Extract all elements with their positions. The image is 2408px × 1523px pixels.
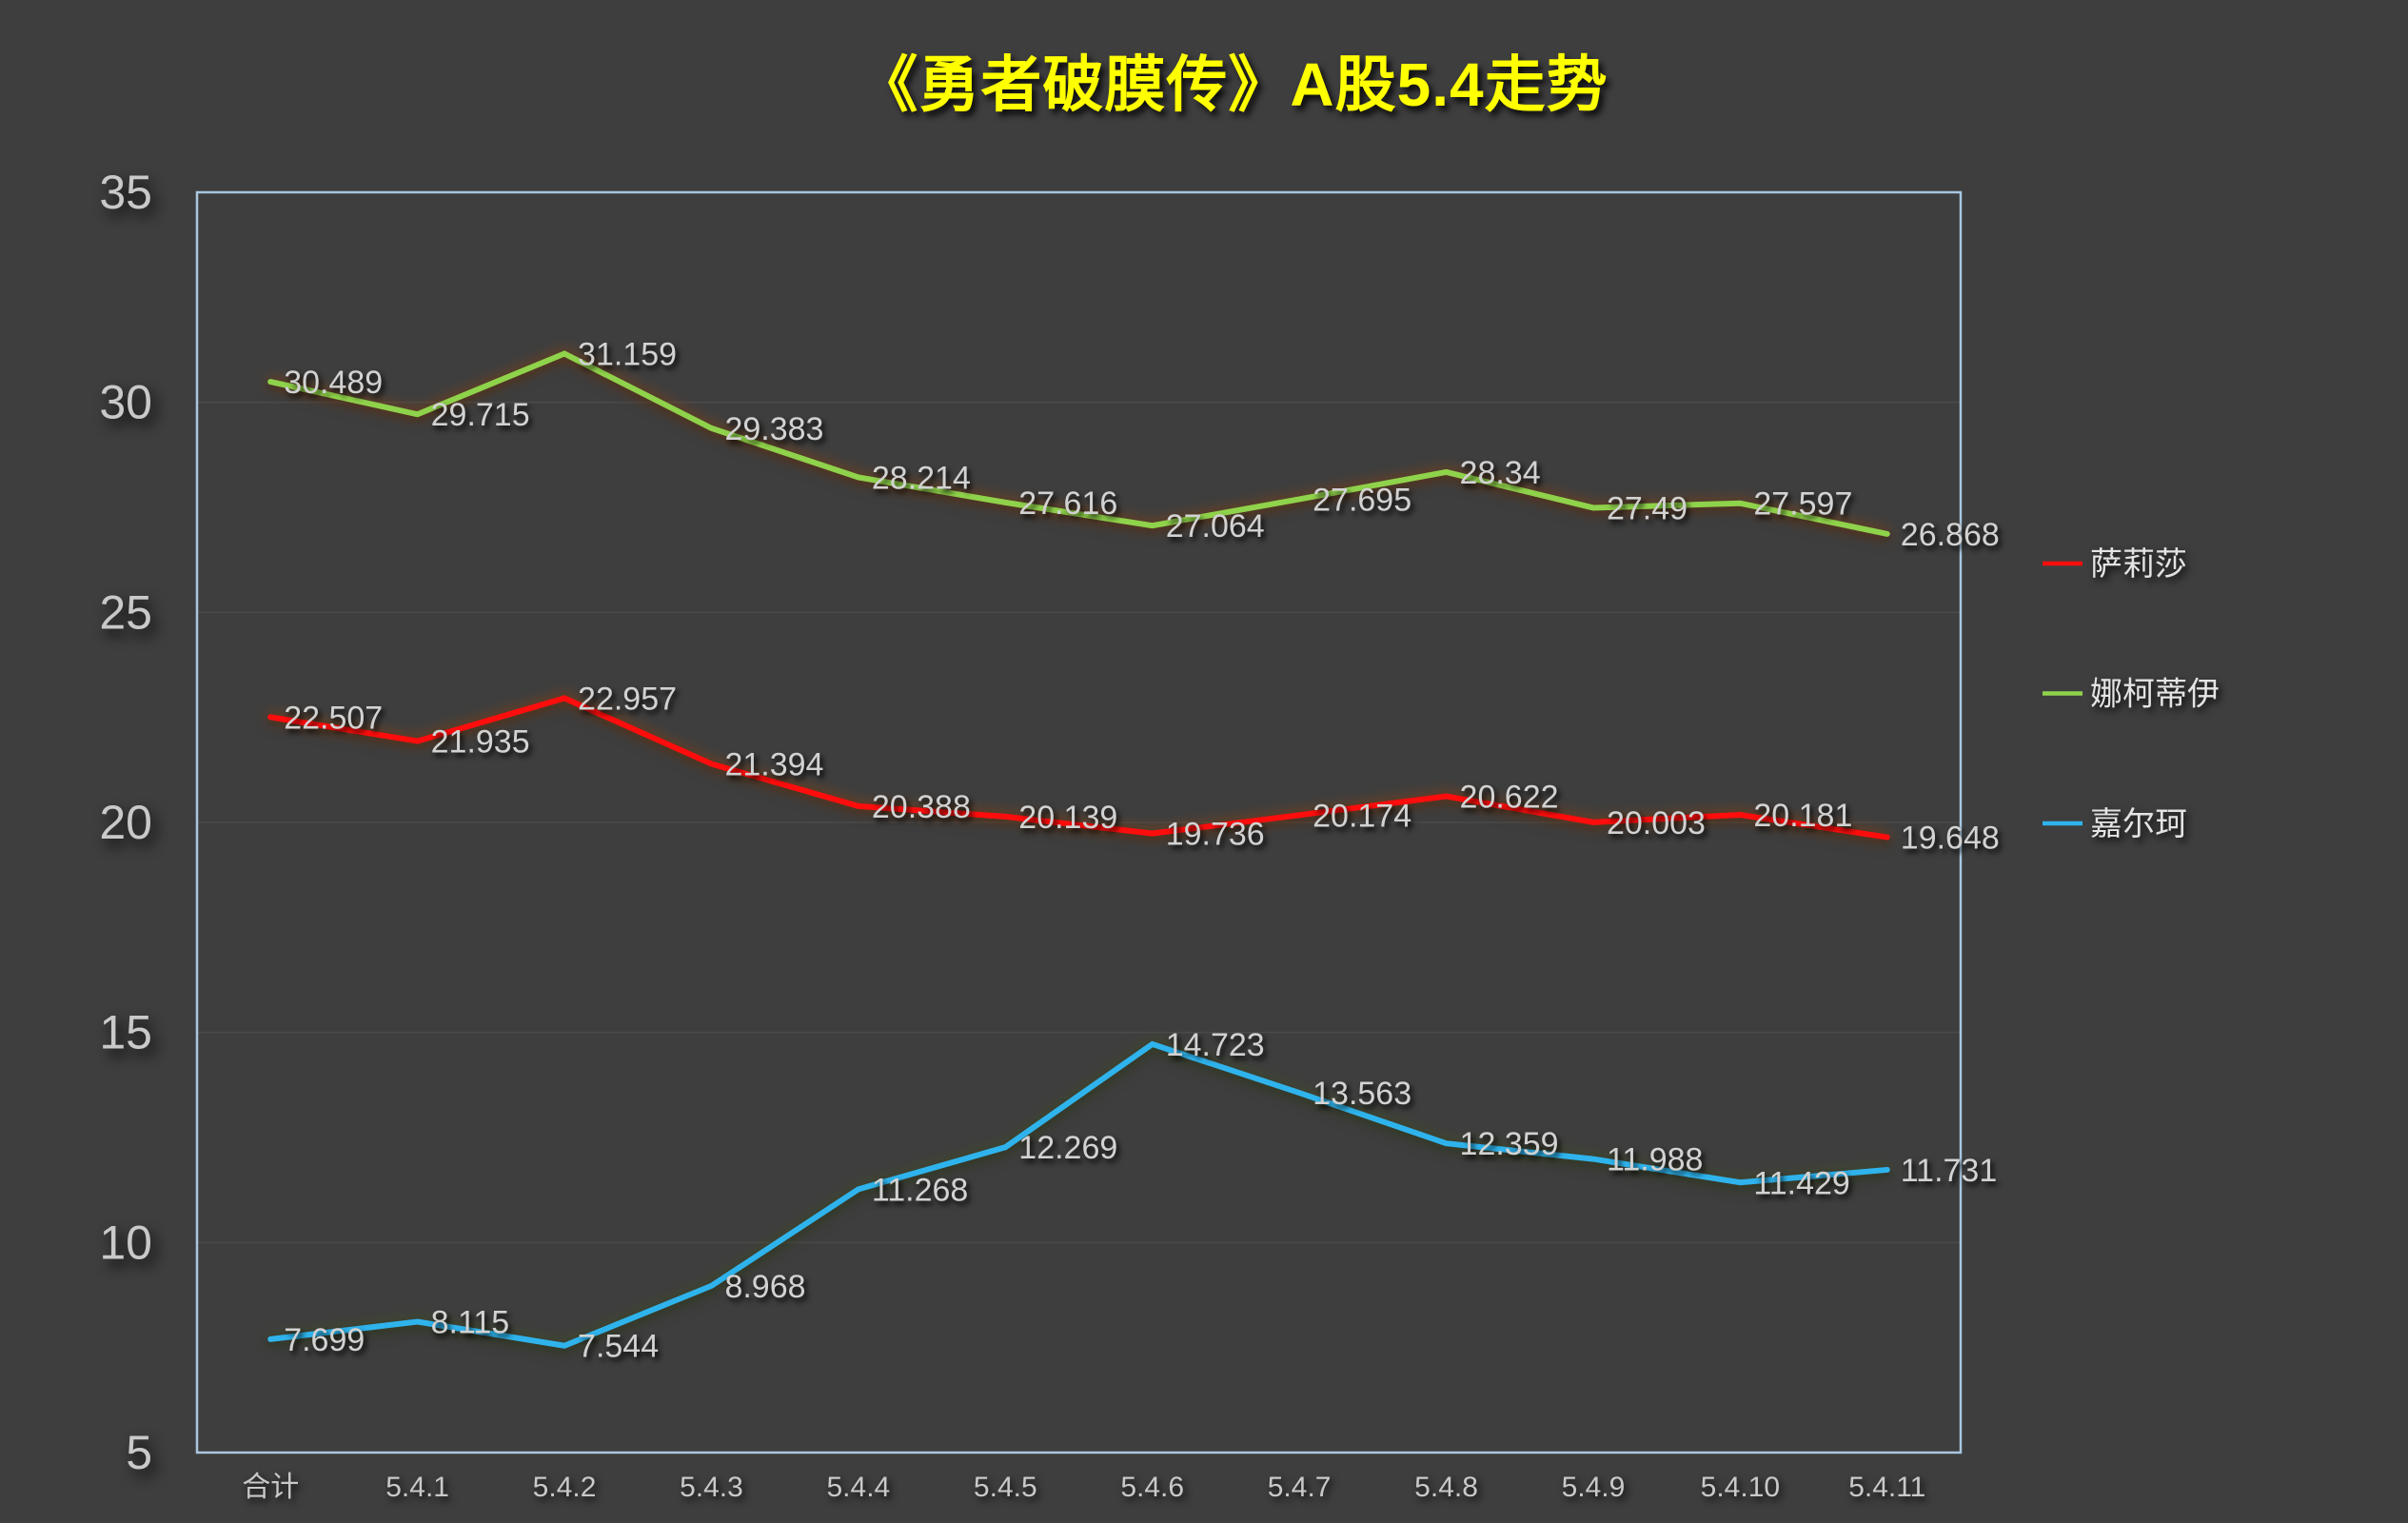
data-label: 20.622 <box>1460 780 1559 816</box>
y-axis-tick-label: 25 <box>99 585 152 639</box>
data-label: 11.731 <box>1901 1153 1997 1189</box>
data-label: 27.695 <box>1313 482 1411 518</box>
x-axis-tick-label: 5.4.5 <box>974 1472 1037 1503</box>
x-axis-tick-label: 5.4.4 <box>827 1472 891 1503</box>
data-label: 11.429 <box>1753 1165 1849 1201</box>
data-label: 27.064 <box>1166 508 1265 544</box>
data-label: 13.563 <box>1313 1076 1411 1112</box>
data-label: 12.359 <box>1460 1126 1559 1162</box>
data-label: 21.394 <box>724 746 823 782</box>
data-label: 28.34 <box>1460 455 1541 491</box>
data-label: 11.268 <box>872 1172 968 1208</box>
x-axis-tick-label: 5.4.3 <box>680 1472 743 1503</box>
page-title: 《勇者破膜传》A股5.4走势 <box>857 50 1609 119</box>
data-label: 27.597 <box>1753 486 1852 523</box>
series-line-0 <box>267 695 1890 841</box>
x-axis-tick-label: 5.4.2 <box>533 1472 597 1503</box>
y-axis-tick-label: 10 <box>99 1216 152 1269</box>
data-label: 27.49 <box>1607 490 1688 526</box>
x-axis-tick-label: 5.4.1 <box>385 1472 449 1503</box>
data-label: 14.723 <box>1166 1027 1265 1063</box>
series-line-1 <box>267 350 1890 537</box>
legend-item-label: 萨莉莎 <box>2090 546 2187 583</box>
x-axis-tick-label: 5.4.6 <box>1120 1472 1184 1503</box>
data-label: 19.648 <box>1901 821 2000 857</box>
data-label: 7.699 <box>284 1322 365 1358</box>
legend-item-label: 嘉尔珂 <box>2090 806 2187 842</box>
series-line-2 <box>267 1040 1890 1349</box>
data-label: 8.115 <box>431 1305 510 1341</box>
x-axis-tick-label: 5.4.11 <box>1848 1472 1925 1503</box>
data-label: 26.868 <box>1901 517 2000 553</box>
x-axis-tick-label: 5.4.10 <box>1701 1472 1780 1503</box>
data-label: 22.507 <box>284 700 383 736</box>
x-axis-tick-label: 合计 <box>242 1472 299 1503</box>
data-label: 20.388 <box>872 789 971 825</box>
data-label: 28.214 <box>872 460 971 496</box>
data-label: 29.715 <box>431 397 530 433</box>
data-label: 12.269 <box>1018 1130 1117 1166</box>
data-label: 30.489 <box>284 365 383 401</box>
data-label: 7.544 <box>578 1329 659 1365</box>
legend-item-label: 娜柯蒂伊 <box>2090 677 2220 713</box>
y-axis-tick-label: 35 <box>99 166 152 219</box>
data-label: 8.968 <box>724 1269 805 1305</box>
data-label: 20.139 <box>1018 800 1117 836</box>
data-label: 31.159 <box>578 337 677 373</box>
data-label: 11.988 <box>1607 1142 1703 1178</box>
y-axis-tick-label: 20 <box>99 796 152 849</box>
data-label: 19.736 <box>1166 817 1265 853</box>
plot-border <box>195 190 1963 1454</box>
x-axis-tick-label: 5.4.9 <box>1562 1472 1626 1503</box>
data-label: 20.174 <box>1313 798 1411 834</box>
x-axis-tick-label: 5.4.7 <box>1268 1472 1332 1503</box>
x-axis-tick-label: 5.4.8 <box>1414 1472 1478 1503</box>
y-axis-tick-label: 5 <box>126 1426 152 1479</box>
data-label: 22.957 <box>578 681 677 717</box>
data-label: 20.003 <box>1607 805 1706 841</box>
data-label: 20.181 <box>1753 798 1852 834</box>
data-label: 21.935 <box>431 724 530 761</box>
y-axis-tick-label: 15 <box>99 1006 152 1059</box>
data-label: 29.383 <box>724 411 823 447</box>
y-axis-tick-label: 30 <box>99 376 152 429</box>
data-label: 27.616 <box>1018 485 1117 522</box>
